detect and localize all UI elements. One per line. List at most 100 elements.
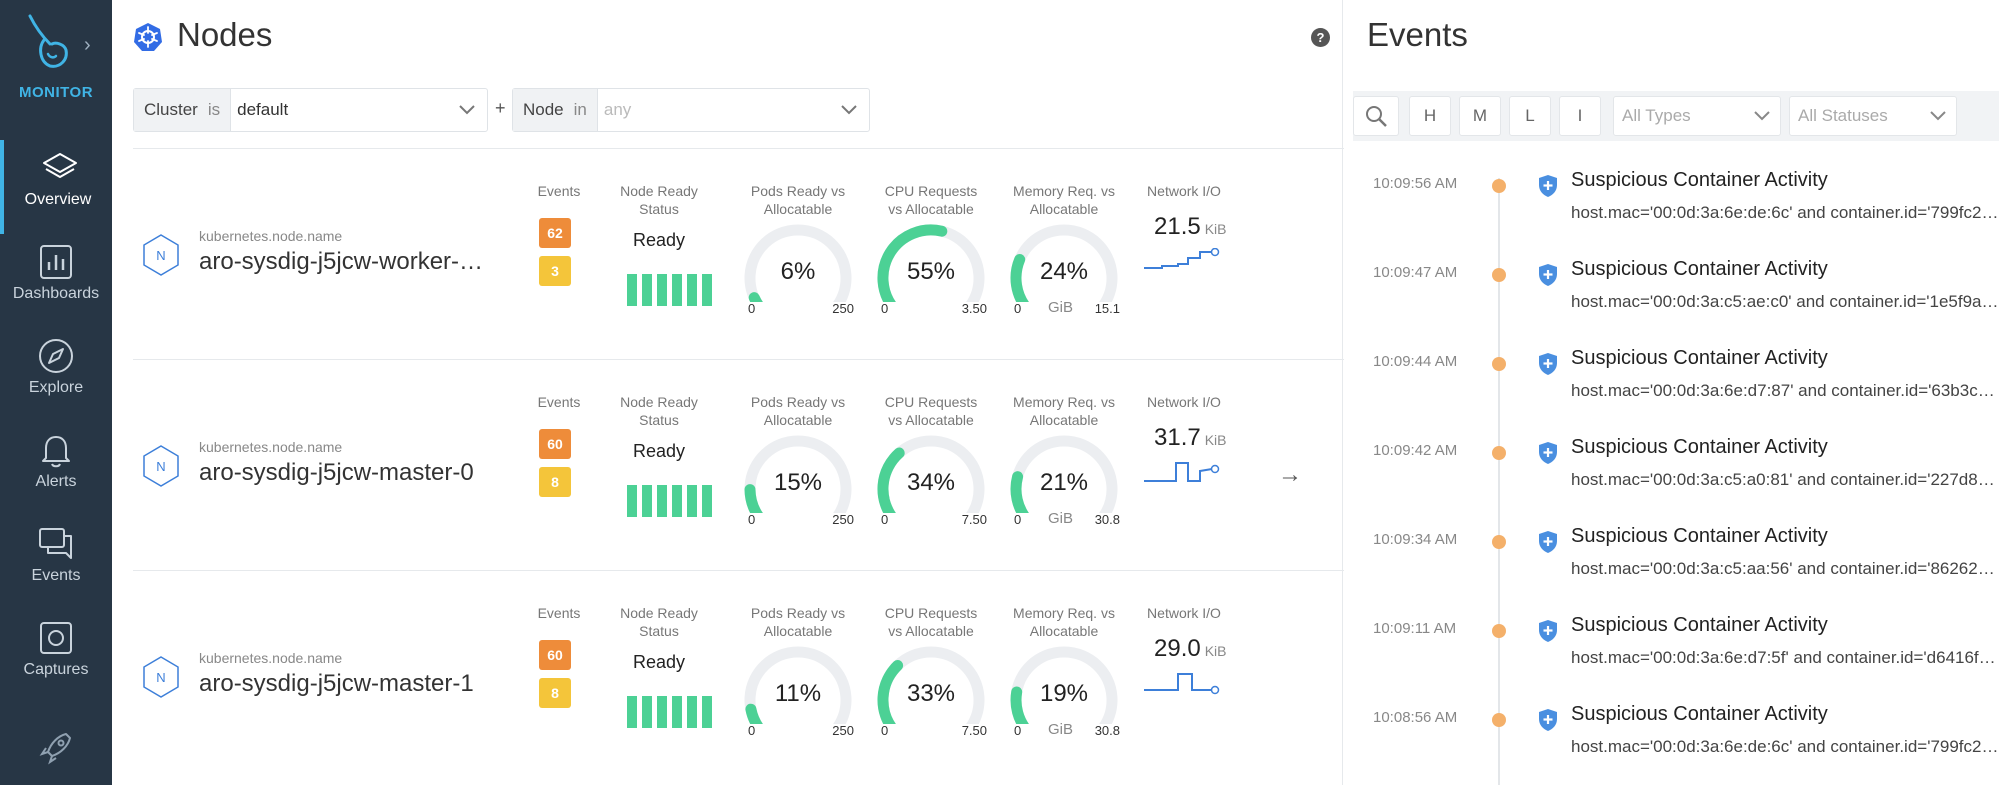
chevron-down-icon[interactable] bbox=[447, 100, 487, 120]
timeline-line bbox=[1498, 178, 1500, 785]
mem-gauge: 24% 0 GiB 15.1 bbox=[1004, 222, 1124, 317]
header-line: Allocatable bbox=[1029, 412, 1099, 428]
events-medium-badge[interactable]: 3 bbox=[539, 256, 571, 286]
chevron-down-icon[interactable] bbox=[829, 100, 869, 120]
events-high-badge[interactable]: 62 bbox=[539, 218, 571, 248]
event-name[interactable]: Suspicious Container Activity bbox=[1571, 703, 1828, 725]
sidebar-item-label: Alerts bbox=[35, 473, 77, 490]
header-line: Pods Ready vs bbox=[750, 394, 846, 410]
filter-key: Node in bbox=[513, 89, 598, 131]
events-medium-badge[interactable]: 8 bbox=[539, 678, 571, 708]
severity-high-button[interactable]: H bbox=[1409, 96, 1451, 136]
ready-bar bbox=[702, 696, 712, 728]
filter-key: Cluster is bbox=[134, 89, 232, 131]
select-value: All Types bbox=[1622, 106, 1691, 125]
event-type-select[interactable]: All Types bbox=[1613, 96, 1781, 136]
svg-text:N: N bbox=[156, 248, 165, 263]
shield-plus-icon bbox=[1539, 353, 1557, 375]
brand-label: MONITOR bbox=[18, 84, 94, 101]
event-name[interactable]: Suspicious Container Activity bbox=[1571, 347, 1828, 369]
node-hex-icon: N bbox=[143, 656, 179, 698]
event-name[interactable]: Suspicious Container Activity bbox=[1571, 436, 1828, 458]
events-filter-bar: H M L I All Types All Statuses bbox=[1353, 91, 1999, 141]
sidebar-item-dashboards[interactable]: Dashboards bbox=[0, 234, 112, 328]
event-time: 10:08:56 AM bbox=[1373, 709, 1458, 726]
node-label-key: kubernetes.node.name bbox=[199, 439, 343, 455]
severity-medium-button[interactable]: M bbox=[1459, 96, 1501, 136]
node-label-key: kubernetes.node.name bbox=[199, 650, 343, 666]
chat-icon bbox=[39, 528, 72, 559]
gauge-min: 0 bbox=[748, 723, 756, 738]
events-high-badge[interactable]: 60 bbox=[539, 640, 571, 670]
event-name[interactable]: Suspicious Container Activity bbox=[1571, 258, 1828, 280]
shield-plus-icon bbox=[1539, 175, 1557, 197]
sidebar-item-captures[interactable]: Captures bbox=[0, 610, 112, 704]
layers-icon bbox=[43, 153, 77, 178]
ready-status: Ready bbox=[632, 230, 686, 250]
gauge-min: 0 bbox=[881, 723, 889, 738]
timeline-dot bbox=[1492, 357, 1506, 371]
node-name[interactable]: aro-sysdig-j5jcw-master-0 bbox=[199, 459, 474, 486]
event-item[interactable]: 10:08:56 AM Suspicious Container Activit… bbox=[1343, 697, 1999, 785]
filter-value[interactable]: any bbox=[603, 100, 632, 119]
node-filter[interactable]: Node in any bbox=[512, 88, 870, 132]
severity-low-button[interactable]: L bbox=[1509, 96, 1551, 136]
node-name[interactable]: aro-sysdig-j5jcw-master-1 bbox=[199, 670, 474, 697]
gauge-min: 0 bbox=[881, 512, 889, 527]
network-header: Network I/O bbox=[1147, 183, 1221, 199]
filter-key-label: Node bbox=[523, 100, 564, 119]
event-item[interactable]: 10:09:34 AM Suspicious Container Activit… bbox=[1343, 519, 1999, 608]
gauge-max: 15.1 bbox=[1094, 301, 1120, 316]
header-line: Pods Ready vs bbox=[750, 183, 846, 199]
event-item[interactable]: 10:09:47 AM Suspicious Container Activit… bbox=[1343, 252, 1999, 341]
gauge-value: 34% bbox=[906, 469, 956, 496]
event-time: 10:09:34 AM bbox=[1373, 531, 1458, 548]
chevron-right-icon[interactable]: › bbox=[84, 34, 91, 56]
arrow-right-icon[interactable]: → bbox=[1278, 461, 1302, 488]
cpu-gauge: 55% 0 3.50 bbox=[871, 222, 991, 317]
node-row[interactable]: N kubernetes.node.name aro-sysdig-j5jcw-… bbox=[133, 148, 1344, 360]
svg-text:N: N bbox=[156, 670, 165, 685]
network-unit: KiB bbox=[1204, 221, 1227, 237]
event-name[interactable]: Suspicious Container Activity bbox=[1571, 614, 1828, 636]
event-item[interactable]: 10:09:42 AM Suspicious Container Activit… bbox=[1343, 430, 1999, 519]
event-name[interactable]: Suspicious Container Activity bbox=[1571, 525, 1828, 547]
node-row[interactable]: N kubernetes.node.name aro-sysdig-j5jcw-… bbox=[133, 570, 1344, 782]
gauge-max: 250 bbox=[832, 723, 854, 738]
search-button[interactable] bbox=[1353, 96, 1399, 136]
network-header: Network I/O bbox=[1147, 605, 1221, 621]
gauge-value: 24% bbox=[1039, 258, 1089, 285]
network-value: 29.0 KiB bbox=[1154, 635, 1227, 663]
filter-value[interactable]: default bbox=[237, 100, 289, 119]
ready-bar bbox=[702, 485, 712, 517]
sidebar-item-events[interactable]: Events bbox=[0, 516, 112, 610]
event-item[interactable]: 10:09:56 AM Suspicious Container Activit… bbox=[1343, 163, 1999, 252]
sidebar-item-overview[interactable]: Overview bbox=[0, 140, 112, 234]
node-row[interactable]: N kubernetes.node.name aro-sysdig-j5jcw-… bbox=[133, 359, 1344, 571]
sidebar-item-alerts[interactable]: Alerts bbox=[0, 422, 112, 516]
cluster-filter[interactable]: Cluster is default bbox=[133, 88, 488, 132]
brand[interactable]: › MONITOR bbox=[0, 0, 112, 138]
pods-header: Pods Ready vs Allocatable bbox=[738, 182, 858, 218]
node-name[interactable]: aro-sysdig-j5jcw-worker-westus-2x7s bbox=[199, 248, 499, 275]
help-icon[interactable]: ? bbox=[1311, 28, 1330, 47]
ready-bar bbox=[687, 485, 697, 517]
network-unit: KiB bbox=[1204, 432, 1227, 448]
rocket-icon[interactable] bbox=[36, 728, 76, 768]
filter-key-label: Cluster bbox=[144, 100, 198, 119]
sidebar-item-explore[interactable]: Explore bbox=[0, 328, 112, 422]
event-item[interactable]: 10:09:11 AM Suspicious Container Activit… bbox=[1343, 608, 1999, 697]
event-status-select[interactable]: All Statuses bbox=[1789, 96, 1957, 136]
bar-chart-icon bbox=[40, 245, 72, 279]
events-medium-badge[interactable]: 8 bbox=[539, 467, 571, 497]
gauge-value: 33% bbox=[906, 680, 956, 707]
severity-info-button[interactable]: I bbox=[1559, 96, 1601, 136]
event-description: host.mac='00:0d:3a:c5:ae:c0' and contain… bbox=[1571, 292, 1999, 311]
event-item[interactable]: 10:09:44 AM Suspicious Container Activit… bbox=[1343, 341, 1999, 430]
events-panel: Events H M L I All Types All Statuses 10… bbox=[1342, 0, 1999, 785]
cpu-gauge: 34% 0 7.50 bbox=[871, 433, 991, 528]
ready-bar bbox=[642, 485, 652, 517]
event-name[interactable]: Suspicious Container Activity bbox=[1571, 169, 1828, 191]
kubernetes-icon bbox=[134, 23, 162, 51]
events-high-badge[interactable]: 60 bbox=[539, 429, 571, 459]
